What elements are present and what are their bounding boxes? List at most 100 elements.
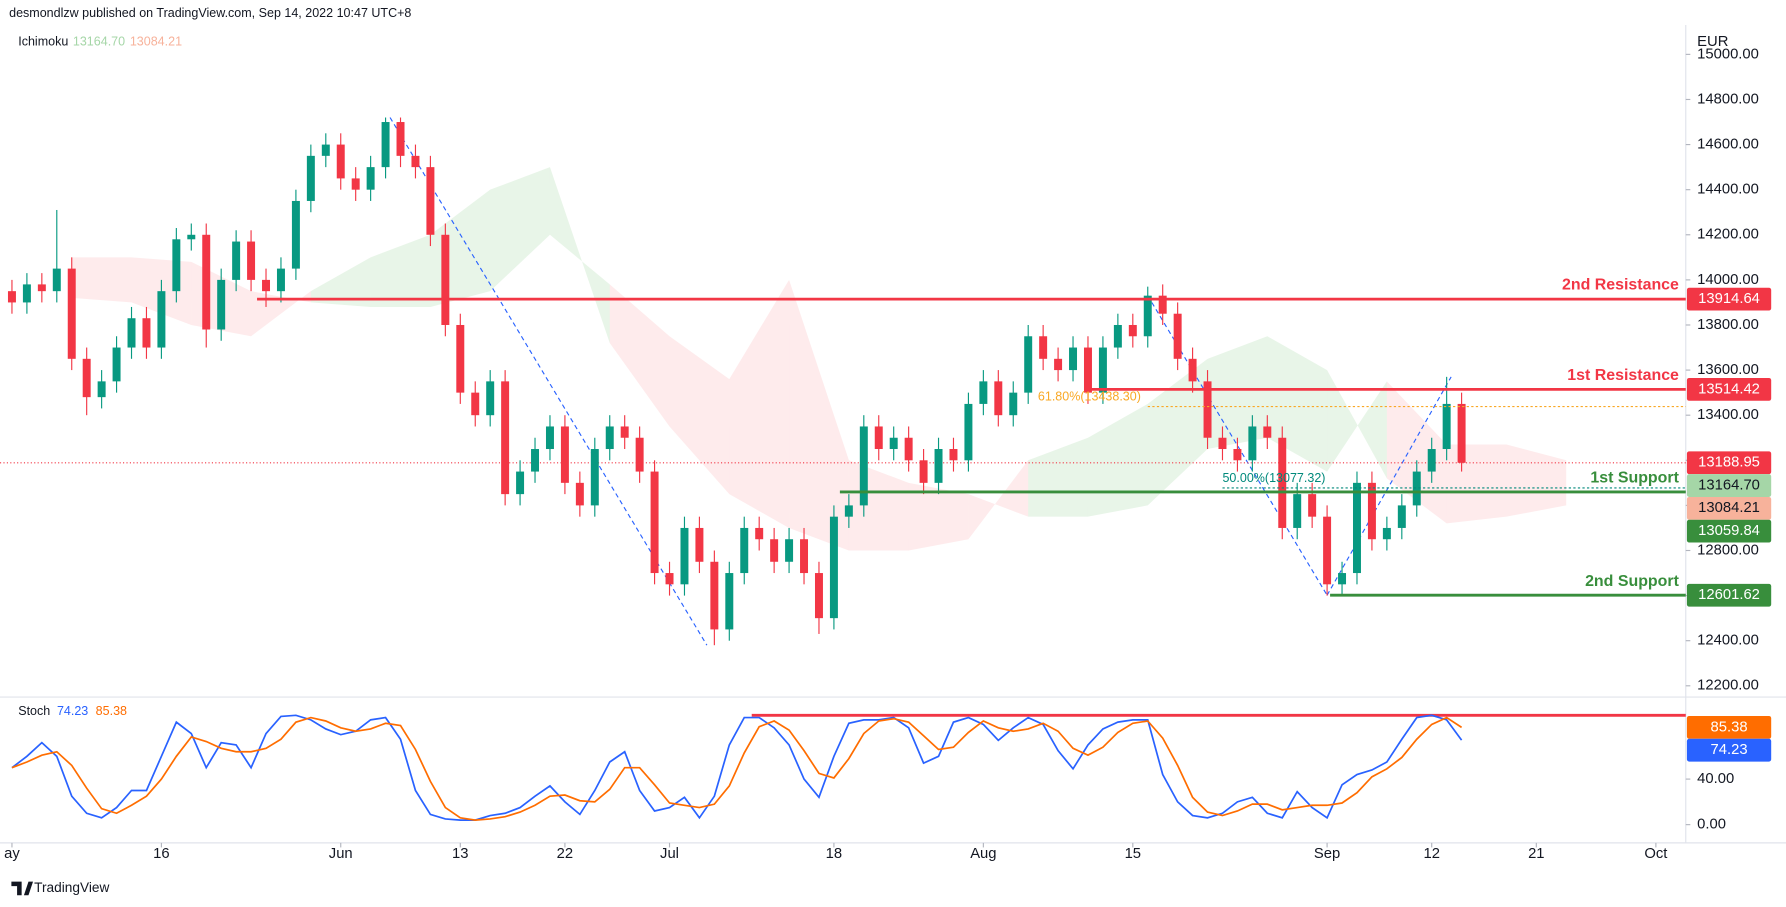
indicator-name: Ichimoku — [18, 34, 68, 48]
candle-body — [545, 426, 554, 450]
candle-body — [770, 539, 779, 562]
candle-body — [665, 573, 674, 585]
candle-body — [157, 291, 166, 348]
x-tick-label: ay — [4, 846, 20, 862]
y-tick-label: 12200.00 — [1697, 678, 1759, 694]
price-badge-label: 13914.64 — [1698, 291, 1760, 307]
price-badge-label: 85.38 — [1711, 719, 1748, 735]
candle-body — [964, 403, 973, 461]
candle-body — [52, 268, 61, 292]
ichimoku-cloud — [609, 284, 670, 427]
candle-body — [1203, 381, 1212, 438]
candle-body — [874, 426, 883, 450]
x-tick-label: Oct — [1644, 846, 1667, 862]
price-badge-label: 13084.21 — [1698, 500, 1760, 516]
candle-body — [635, 437, 644, 472]
candle-body — [411, 155, 420, 168]
header: desmondlzw published on TradingView.com,… — [9, 6, 411, 20]
candle-body — [426, 167, 435, 235]
candle-body — [650, 471, 659, 574]
level-label: 1st Support — [1590, 469, 1679, 486]
indicator-value: 74.23 — [57, 704, 88, 718]
candle-body — [531, 449, 540, 472]
stoch-line — [11, 716, 1463, 821]
candle-body — [501, 381, 510, 495]
candle-body — [904, 437, 913, 461]
candle-body — [1442, 403, 1451, 450]
stoch-line — [11, 714, 1463, 821]
x-tick-label: 15 — [1125, 846, 1141, 862]
ichimoku-cloud — [908, 482, 969, 551]
candle-body — [1188, 358, 1197, 382]
candle-body — [97, 381, 106, 398]
price-badge-label: 13164.70 — [1698, 477, 1760, 493]
x-tick-label: Jun — [329, 846, 353, 862]
candle-body — [1113, 324, 1122, 348]
candle-body — [1083, 347, 1092, 393]
candle-body — [306, 155, 315, 201]
candle-body — [441, 234, 450, 325]
candle-body — [979, 381, 988, 404]
ichimoku-cloud — [669, 336, 730, 495]
candle-body — [67, 268, 76, 359]
price-badge-label: 12601.62 — [1698, 587, 1760, 603]
level-label: 1st Resistance — [1567, 367, 1679, 384]
candle-body — [1278, 437, 1287, 528]
candle-body — [351, 178, 360, 190]
y-tick-label: 0.00 — [1697, 817, 1726, 833]
candle-body — [1128, 324, 1137, 337]
candle-body — [680, 527, 689, 585]
candle-body — [1397, 505, 1406, 528]
candle-body — [142, 318, 151, 348]
candle-body — [262, 279, 271, 292]
price-badge-label: 13188.95 — [1698, 455, 1760, 471]
candle-body — [1248, 426, 1257, 461]
x-tick-label: 12 — [1423, 846, 1439, 862]
candle-body — [187, 234, 196, 240]
candle-body — [919, 460, 928, 483]
candle-body — [396, 122, 405, 156]
candle-body — [321, 144, 330, 156]
y-tick-label: 12400.00 — [1697, 633, 1759, 649]
candle-body — [22, 284, 31, 303]
ichimoku-cloud — [71, 257, 132, 303]
price-badge — [1686, 496, 1772, 520]
x-tick-label: 18 — [826, 846, 842, 862]
x-tick-label: 16 — [153, 846, 169, 862]
candle-body — [516, 471, 525, 495]
candle-body — [710, 561, 719, 630]
x-tick-label: 13 — [452, 846, 468, 862]
ichimoku-cloud — [1028, 437, 1088, 517]
y-tick-label: 13600.00 — [1697, 362, 1759, 378]
y-tick-label: 13400.00 — [1697, 407, 1759, 423]
candle-body — [695, 527, 704, 562]
candle-body — [1009, 392, 1018, 416]
candle-body — [740, 527, 749, 574]
price-badge — [1686, 451, 1772, 475]
indicator-value: 85.38 — [96, 704, 127, 718]
y-tick-label: 15000.00 — [1697, 46, 1759, 62]
candle-body — [1054, 358, 1063, 371]
candle-body — [889, 437, 898, 450]
candle-body — [247, 241, 256, 280]
y-tick-label: 14000.00 — [1697, 272, 1759, 288]
y-tick-label: 14800.00 — [1697, 91, 1759, 107]
candle-body — [814, 573, 823, 619]
candle-body — [82, 358, 91, 398]
candle-body — [232, 241, 241, 280]
candle-body — [217, 279, 226, 330]
x-tick-label: 21 — [1528, 846, 1544, 862]
indicator-name: Stoch — [18, 704, 50, 718]
fib-label: 61.80%(13438.30) — [1038, 390, 1141, 404]
price-badge — [1686, 474, 1772, 497]
ichimoku-cloud — [1147, 358, 1208, 506]
candle-body — [949, 449, 958, 461]
candle-body — [575, 482, 584, 506]
ichimoku-cloud — [370, 234, 431, 307]
candle-body — [1158, 295, 1167, 314]
y-tick-label: 14200.00 — [1697, 227, 1759, 243]
ichimoku-cloud — [310, 257, 371, 307]
candle-body — [1352, 482, 1361, 574]
